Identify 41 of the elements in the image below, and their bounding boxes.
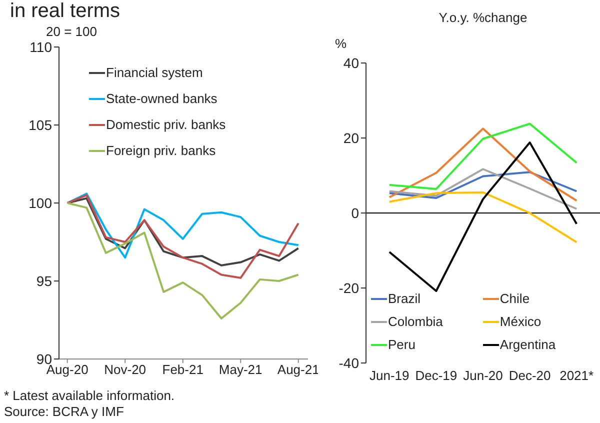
legend-label: Brazil bbox=[388, 291, 421, 306]
legend-label: Argentina bbox=[500, 337, 556, 352]
y-tick-label: 95 bbox=[36, 272, 52, 289]
legend-label: Financial system bbox=[106, 65, 203, 80]
x-tick-label: Jun-19 bbox=[370, 368, 410, 384]
source-note: Source: BCRA y IMF bbox=[4, 404, 125, 420]
legend-label: México bbox=[500, 314, 542, 329]
x-tick-label: Jun-20 bbox=[463, 368, 503, 384]
legend-label: State-owned banks bbox=[106, 91, 218, 106]
x-tick-label: Nov-20 bbox=[104, 362, 146, 378]
y-axis-title: % bbox=[335, 36, 347, 51]
chart-title: Y.o.y. %change bbox=[438, 10, 528, 25]
line-series bbox=[66, 202, 300, 320]
line-series bbox=[66, 192, 300, 259]
y-tick-label: 105 bbox=[28, 116, 52, 133]
y-axis-title: 20 = 100 bbox=[46, 24, 97, 39]
x-tick-label: Dec-19 bbox=[415, 368, 458, 384]
line-series bbox=[388, 191, 578, 244]
y-tick-label: 20 bbox=[343, 130, 360, 146]
chart-title: in real terms bbox=[10, 0, 122, 23]
y-tick-label: -20 bbox=[338, 280, 360, 296]
line-series bbox=[66, 194, 300, 279]
y-tick-label: 40 bbox=[343, 54, 360, 71]
y-tick-label: 110 bbox=[30, 38, 52, 55]
x-tick-label: May-21 bbox=[218, 362, 262, 378]
y-tick-label: -40 bbox=[338, 354, 360, 371]
y-tick-label: 100 bbox=[28, 194, 52, 211]
legend-label: Domestic priv. banks bbox=[106, 117, 226, 132]
legend-label: Peru bbox=[388, 337, 416, 352]
x-tick-label: Feb-21 bbox=[162, 362, 204, 378]
line-series bbox=[388, 122, 578, 190]
line-series bbox=[388, 168, 578, 210]
legend-label: Foreign priv. banks bbox=[106, 143, 216, 158]
x-tick-label: 2021* bbox=[560, 368, 594, 384]
text: * Latest available information. bbox=[4, 388, 175, 404]
legend-label: Chile bbox=[500, 291, 530, 306]
x-tick-label: Dec-20 bbox=[508, 368, 551, 384]
y-tick-label: 0 bbox=[351, 204, 360, 221]
legend-label: Colombia bbox=[388, 314, 443, 329]
line-series bbox=[388, 128, 578, 202]
line-series bbox=[388, 171, 578, 199]
